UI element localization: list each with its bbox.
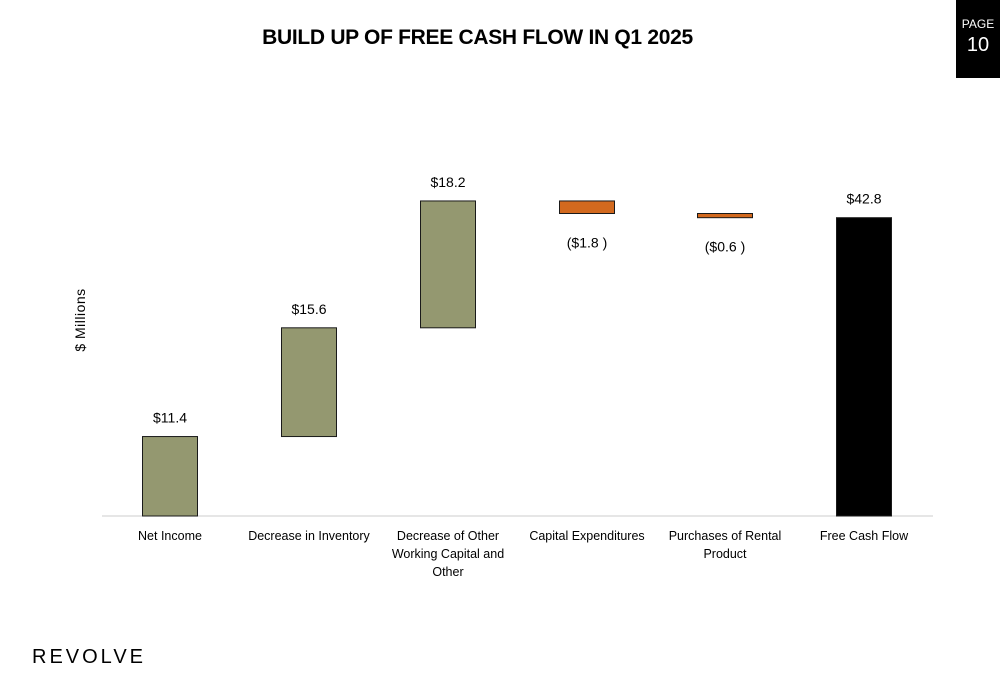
data-label-2: $15.6 [291, 301, 326, 317]
x-tick-label-3: Decrease of Other Working Capital and Othe… [392, 529, 504, 579]
bar-5 [697, 213, 753, 219]
x-tick-label-4: Capital Expenditures [529, 529, 644, 543]
data-label-1: $11.4 [153, 410, 187, 426]
revolve-logo: REVOLVE [32, 646, 146, 668]
x-tick-label-2: Decrease in Inventory [248, 529, 370, 543]
bar-4 [559, 200, 615, 215]
x-tick-label-1: Net Income [138, 529, 202, 543]
bar-1 [142, 436, 198, 517]
page-number: 10 [966, 34, 990, 56]
x-tick-label-6: Free Cash Flow [820, 529, 909, 543]
data-label-6: $42.8 [846, 191, 881, 207]
data-label-5: ($0.6 ) [705, 239, 745, 255]
bar-2 [281, 327, 337, 438]
data-label-4: ($1.8 ) [567, 235, 607, 251]
bar-3 [420, 200, 476, 329]
page-number-badge: PAGE 10 [956, 0, 1000, 78]
x-tick-label-5: Purchases of Rental Product [669, 529, 782, 561]
data-label-3: $18.2 [430, 174, 465, 190]
page-label: PAGE [961, 17, 995, 31]
chart-title: BUILD UP OF FREE CASH FLOW IN Q1 2025 [262, 26, 693, 49]
bar-6 [836, 217, 892, 517]
